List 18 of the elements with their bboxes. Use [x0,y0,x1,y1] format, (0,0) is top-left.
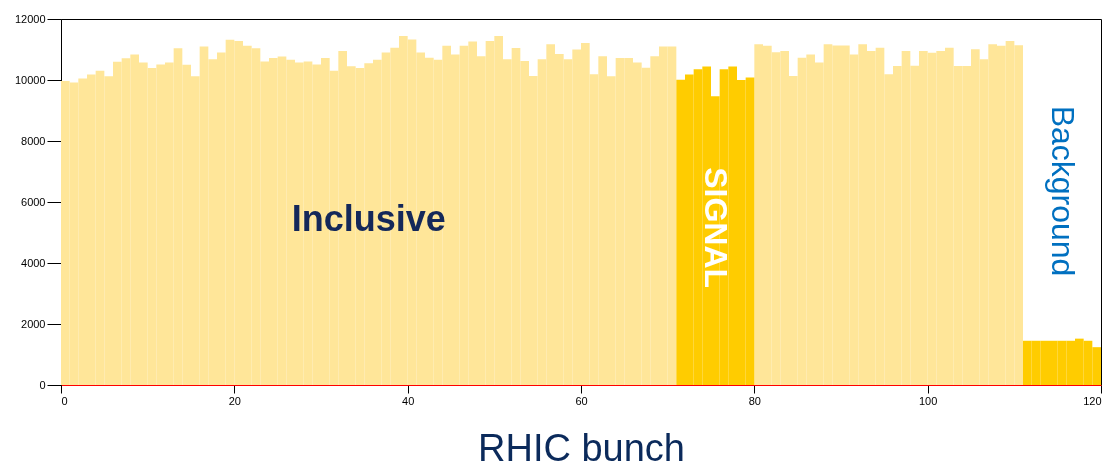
y-tick-label: 4000 [21,256,46,269]
y-tick-label: 10000 [14,73,46,86]
x-tick-label: 0 [61,394,68,407]
y-tick-label: 2000 [21,317,46,330]
x-tick-label: 60 [575,394,588,407]
series-label: Inclusive [291,198,446,240]
x-tick-label: 100 [918,394,938,407]
x-tick-label: 40 [402,394,415,407]
y-tick-label: 12000 [14,12,46,25]
series-label: SIGNAL [698,167,735,289]
y-tick-label: 6000 [21,195,46,208]
x-tick-label: 20 [228,394,241,407]
y-tick-label: 0 [39,378,46,391]
text: Background [1045,105,1081,277]
x-tick-label: 80 [748,394,761,407]
x-tick-label: 120 [1083,394,1102,407]
y-tick-label: 8000 [21,134,46,147]
x-axis-title: RHIC bunch [478,426,685,467]
